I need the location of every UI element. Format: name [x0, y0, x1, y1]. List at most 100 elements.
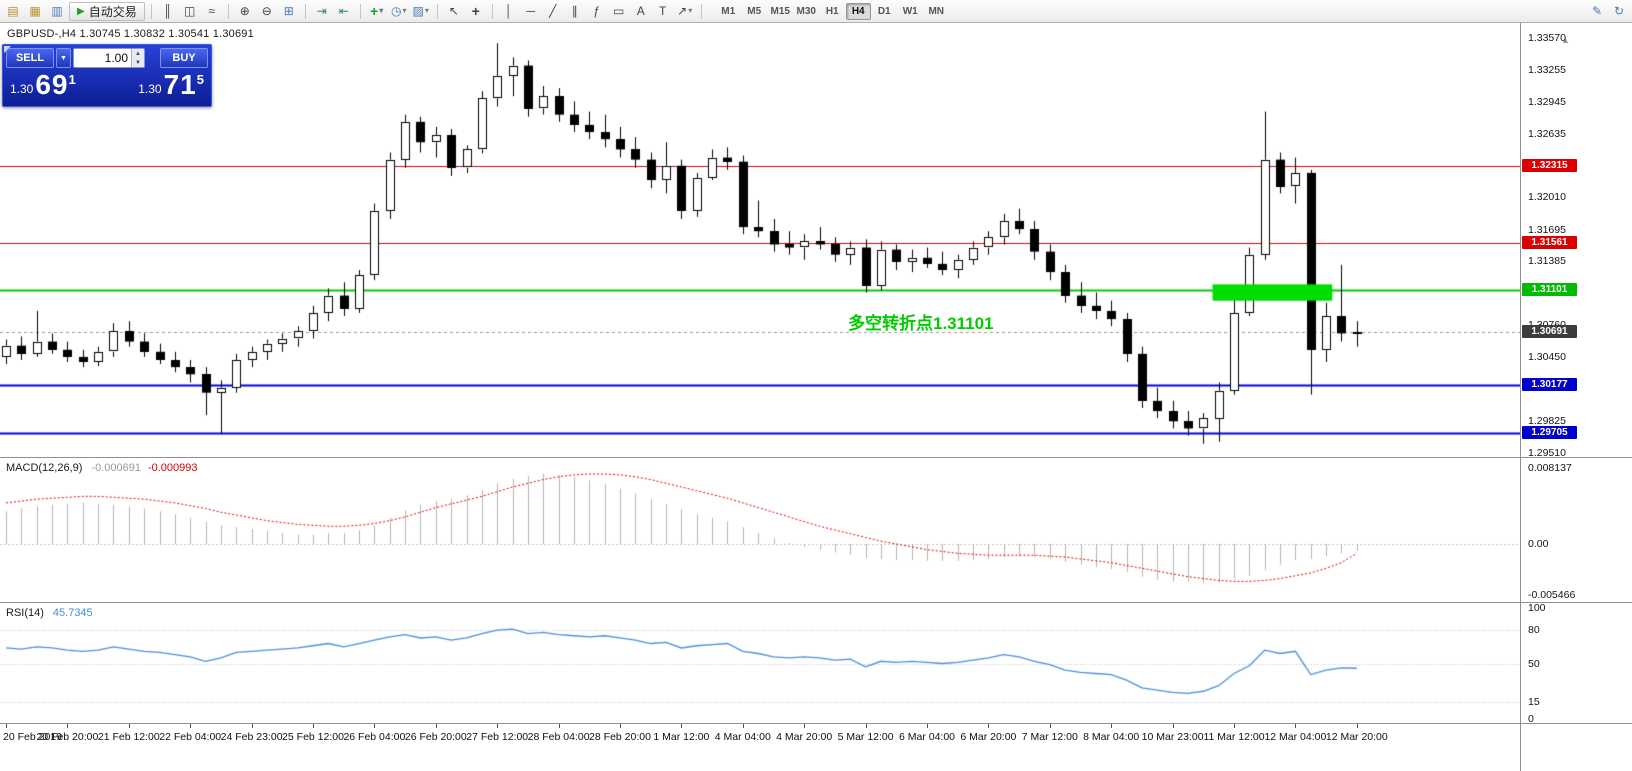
time-tick: [743, 724, 744, 728]
time-tick: [1173, 724, 1174, 728]
dropdown-caret-icon: ▾: [688, 6, 693, 15]
rsi-axis-label: 80: [1528, 624, 1540, 637]
macd-canvas[interactable]: [0, 458, 1520, 602]
bar-chart-icon[interactable]: ║: [163, 4, 172, 18]
templates-icon[interactable]: ▨ ▾: [412, 4, 429, 18]
refresh-icon[interactable]: ↻: [1613, 4, 1625, 18]
rsi-value: 45.7345: [52, 607, 93, 619]
profiles-icon[interactable]: ▥: [51, 4, 63, 18]
indicators-icon[interactable]: + ▾: [370, 3, 384, 19]
cursor-icon[interactable]: ↖: [448, 4, 459, 18]
price-axis-label: 1.33570: [1528, 32, 1566, 44]
scroll-to-end-marker[interactable]: ▲: [1561, 35, 1570, 45]
time-tick: [1357, 724, 1358, 728]
time-axis-label: 6 Mar 04:00: [898, 731, 956, 743]
time-tick: [313, 724, 314, 728]
time-tick: [252, 724, 253, 728]
time-tick: [804, 724, 805, 728]
price-axis-label: 1.29825: [1528, 414, 1566, 427]
vertical-line-icon[interactable]: │: [504, 4, 513, 18]
buy-button[interactable]: BUY: [160, 48, 208, 68]
rsi-axis-label: 0: [1528, 713, 1534, 725]
one-click-controls: SELL ▼ ▲ ▼ BUY: [3, 45, 211, 69]
price-badge: 1.30691: [1522, 325, 1577, 339]
bid-price: 1.30 69 1: [10, 69, 76, 101]
auto-scroll-icon[interactable]: ⇥: [316, 4, 327, 18]
shapes-icon[interactable]: ▭: [613, 4, 625, 18]
time-axis-label: 24 Feb 23:00: [220, 731, 283, 743]
volume-box: ▲ ▼: [73, 48, 145, 68]
time-axis-label: 12 Mar 04:00: [1264, 731, 1327, 743]
timeframe-h1[interactable]: H1: [825, 5, 839, 17]
ask-prefix: 1.30: [138, 82, 162, 96]
sell-button[interactable]: SELL: [6, 48, 54, 68]
horizontal-line-icon[interactable]: ─: [526, 4, 535, 18]
text-label-icon[interactable]: T: [659, 4, 667, 18]
bid-big-digits: 69: [35, 69, 69, 100]
price-axis-label: 1.32010: [1528, 191, 1566, 204]
autotrading-button[interactable]: ▶ 自动交易: [69, 1, 145, 21]
time-axis-label: 26 Feb 04:00: [343, 731, 406, 743]
zoom-out-icon[interactable]: ⊖: [261, 4, 272, 18]
volume-spinner[interactable]: ▲ ▼: [131, 49, 144, 67]
macd-axis-label: 0.008137: [1528, 462, 1572, 474]
text-icon[interactable]: A: [636, 4, 645, 18]
macd-title: MACD(12,26,9): [6, 462, 83, 474]
time-axis-label: 7 Mar 12:00: [1021, 731, 1078, 743]
time-tick: [927, 724, 928, 728]
periods-icon[interactable]: ◷ ▾: [390, 4, 407, 18]
price-axis-label: 1.33255: [1528, 64, 1566, 77]
timeframe-m1[interactable]: M1: [721, 5, 736, 17]
time-axis-label: 25 Feb 12:00: [282, 731, 344, 743]
tile-windows-icon[interactable]: ⊞: [283, 4, 294, 18]
volume-input[interactable]: [74, 49, 131, 67]
candlestick-chart-icon[interactable]: ◫: [184, 4, 196, 18]
channel-icon[interactable]: ∥: [571, 4, 578, 18]
timeframe-h4[interactable]: H4: [845, 2, 871, 20]
charts-icon[interactable]: ▦: [29, 4, 41, 18]
order-type-caret-icon[interactable]: ▼: [56, 48, 71, 68]
fibonacci-icon[interactable]: ƒ: [593, 4, 601, 18]
price-axis-label: 1.32635: [1528, 127, 1566, 140]
zoom-in-icon[interactable]: ⊕: [239, 4, 250, 18]
chart-shift-icon[interactable]: ⇤: [338, 4, 349, 18]
time-axis-label: 6 Mar 20:00: [960, 731, 1017, 743]
toolbar-separator: [436, 3, 438, 19]
rsi-canvas[interactable]: [0, 603, 1520, 723]
pencil-icon[interactable]: ✎: [1591, 4, 1603, 18]
new-order-icon[interactable]: ▤: [7, 4, 19, 18]
time-axis-label: 1 Mar 12:00: [653, 731, 710, 743]
arrows-icon[interactable]: ↗ ▾: [677, 4, 693, 18]
time-tick: [67, 724, 68, 728]
spin-down-icon[interactable]: ▼: [135, 59, 141, 66]
time-axis-label: 22 Feb 04:00: [159, 731, 222, 743]
line-chart-icon[interactable]: ≈: [208, 4, 216, 18]
spin-up-icon[interactable]: ▲: [135, 50, 141, 57]
time-axis-label: 8 Mar 04:00: [1083, 731, 1140, 743]
symbol-ohlc-header: GBPUSD-,H4 1.30745 1.30832 1.30541 1.306…: [7, 28, 254, 40]
timeframe-w1[interactable]: W1: [902, 5, 918, 17]
bid-pip-sup: 1: [68, 72, 76, 87]
ask-price: 1.30 71 5: [138, 69, 204, 101]
timeframe-m30[interactable]: M30: [796, 5, 816, 17]
rsi-panel: RSI(14) 45.7345 100 80 50 15 0: [0, 602, 1632, 725]
timeframe-d1[interactable]: D1: [877, 5, 891, 17]
time-axis-label: 5 Mar 12:00: [837, 731, 894, 743]
time-axis-label: 20 Feb 2019: [3, 731, 62, 743]
macd-signal-value: -0.000993: [147, 462, 198, 474]
time-tick: [436, 724, 437, 728]
timeframe-m15[interactable]: M15: [770, 5, 790, 17]
toolbar-separator: [359, 3, 361, 19]
collapse-triangle-icon[interactable]: [4, 46, 11, 53]
toolbar-separator: [227, 3, 229, 19]
time-tick: [1111, 724, 1112, 728]
timeframe-mn[interactable]: MN: [928, 5, 944, 17]
time-axis-label: 26 Feb 20:00: [404, 731, 467, 743]
crosshair-icon[interactable]: +: [471, 3, 480, 19]
time-tick: [1234, 724, 1235, 728]
trendline-icon[interactable]: ╱: [549, 4, 557, 18]
price-badge: 1.31561: [1522, 236, 1577, 250]
main-chart-canvas[interactable]: [0, 23, 1520, 457]
timeframe-m5[interactable]: M5: [747, 5, 762, 17]
rsi-axis-label: 100: [1528, 602, 1546, 614]
